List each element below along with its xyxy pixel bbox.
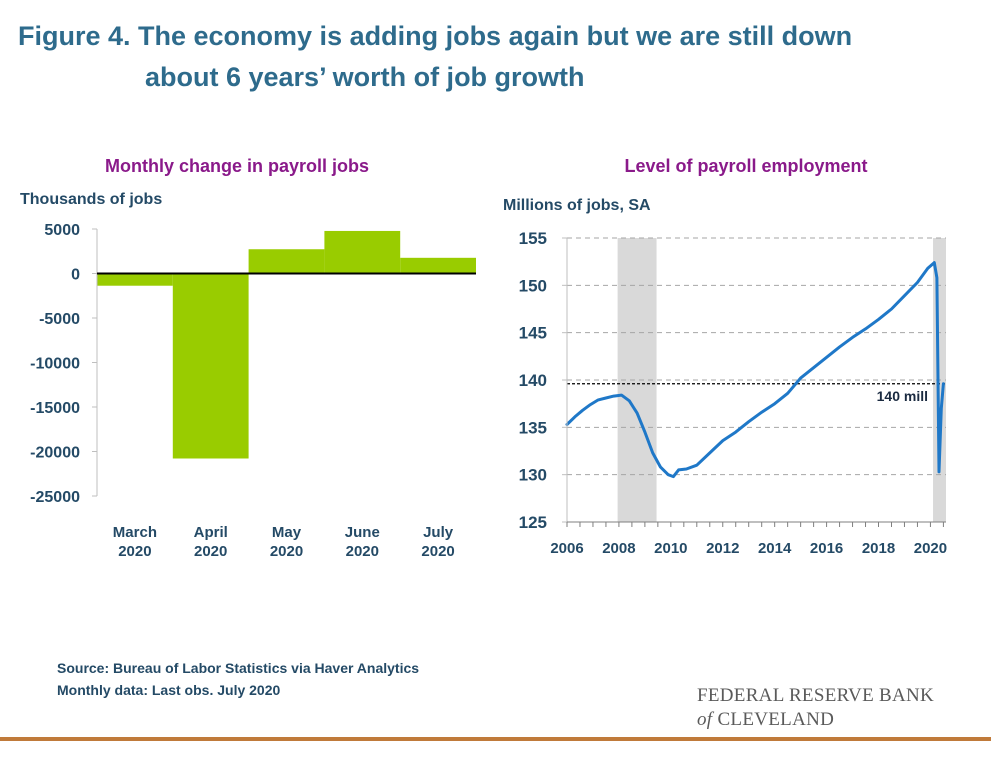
source-text: Source: Bureau of Labor Statistics via H…: [57, 660, 420, 676]
line-chart-y-ticks: 125 130 135 140 145 150 155: [519, 229, 567, 532]
bar-x-tick-label: July: [423, 524, 454, 541]
frb-cleveland-logo: FEDERAL RESERVE BANK of CLEVELAND: [697, 684, 934, 732]
line-x-tick-label: 2016: [810, 540, 843, 557]
bar-x-tick-label: June: [345, 524, 380, 541]
bar-4: [400, 257, 476, 274]
bar-x-tick-label: April: [194, 524, 228, 541]
line-y-tick-label: 130: [519, 466, 547, 485]
line-y-tick-label: 125: [519, 513, 547, 532]
bar-chart-title: Monthly change in payroll jobs: [105, 156, 369, 176]
bar-x-tick-label: May: [272, 524, 302, 541]
line-x-tick-label: 2018: [862, 540, 895, 557]
line-y-tick-label: 140: [519, 371, 547, 390]
line-y-tick-label: 145: [519, 324, 547, 343]
bar-x-tick-label: 2020: [118, 543, 151, 560]
bar-chart-x-ticks: March 2020 April 2020 May 2020 June 2020 July 202…: [113, 524, 455, 560]
bar-x-tick-label: 2020: [270, 543, 303, 560]
line-x-tick-label: 2008: [602, 540, 635, 557]
bar-3: [324, 230, 401, 274]
logo-line2: CLEVELAND: [717, 709, 835, 730]
bar-1: [172, 273, 249, 459]
figure-title: Figure 4. The economy is adding jobs aga…: [18, 16, 978, 98]
bar-y-tick-label: -25000: [30, 489, 80, 506]
line-y-tick-label: 135: [519, 418, 547, 437]
bar-chart-ylabel: Thousands of jobs: [20, 191, 162, 208]
bar-x-tick-label: 2020: [346, 543, 379, 560]
reference-line-label: 140 mill: [877, 388, 928, 404]
bar-0: [97, 273, 173, 286]
line-chart: Level of payroll employment Millions of …: [503, 156, 947, 557]
line-chart-title: Level of payroll employment: [624, 156, 867, 176]
bar-y-tick-label: 0: [71, 267, 80, 284]
bar-y-tick-label: -5000: [39, 311, 80, 328]
bar-x-tick-label: 2020: [421, 543, 454, 560]
bar-y-tick-label: -20000: [30, 445, 80, 462]
figure-title-line1: Figure 4. The economy is adding jobs aga…: [18, 21, 853, 51]
bar-y-tick-label: -10000: [30, 356, 80, 373]
line-x-tick-label: 2014: [758, 540, 792, 557]
line-y-tick-label: 155: [519, 229, 547, 248]
line-x-tick-label: 2006: [550, 540, 583, 557]
bottom-rule: [0, 737, 991, 741]
logo-of: of: [697, 709, 713, 730]
bar-x-tick-label: 2020: [194, 543, 227, 560]
source-note: Source: Bureau of Labor Statistics via H…: [57, 657, 419, 701]
figure-title-line2: about 6 years’ worth of job growth: [145, 62, 585, 92]
line-x-tick-label: 2020: [914, 540, 947, 557]
line-x-tick-label: 2010: [654, 540, 687, 557]
line-chart-x-ticks: 2006 2008 2010 2012 2014 2016 2018 2020: [550, 522, 947, 557]
bar-chart: Monthly change in payroll jobs Thousands…: [20, 156, 476, 560]
bar-y-tick-label: 5000: [44, 222, 80, 239]
payroll-employment-line: [565, 261, 945, 479]
line-x-tick-label: 2012: [706, 540, 739, 557]
bar-2: [248, 249, 325, 274]
line-y-tick-label: 150: [519, 276, 547, 295]
line-chart-ylabel: Millions of jobs, SA: [503, 197, 651, 214]
bar-y-tick-label: -15000: [30, 400, 80, 417]
line-chart-gridlines: [567, 237, 946, 476]
bar-chart-bars: [97, 230, 476, 459]
bar-x-tick-label: March: [113, 524, 157, 541]
logo-line1: FEDERAL RESERVE BANK: [697, 685, 935, 706]
bar-chart-y-ticks: 5000 0 -5000 -10000 -15000 -20000 -25000: [30, 222, 97, 506]
data-note-text: Monthly data: Last obs. July 2020: [57, 682, 281, 698]
